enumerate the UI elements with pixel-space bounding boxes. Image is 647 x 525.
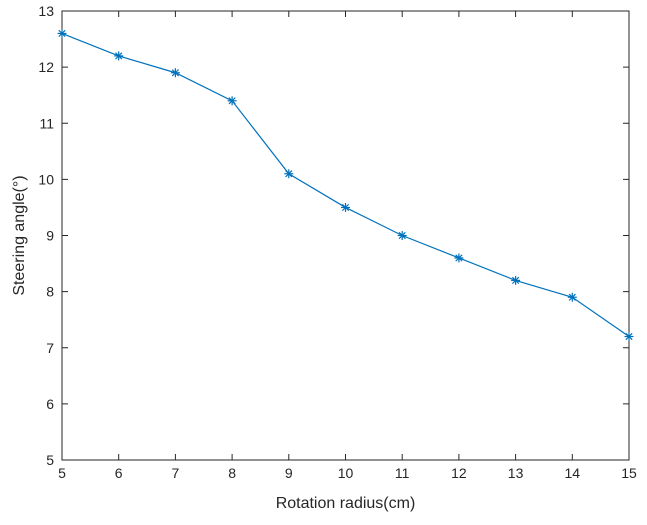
y-tick-label: 5 — [46, 452, 54, 468]
y-tick-label: 12 — [38, 59, 54, 75]
x-tick-label: 15 — [621, 465, 637, 481]
x-tick-label: 8 — [228, 465, 236, 481]
x-tick-label: 14 — [565, 465, 581, 481]
x-tick-label: 9 — [285, 465, 293, 481]
x-tick-label: 13 — [508, 465, 524, 481]
plot-area — [61, 10, 630, 461]
data-point — [397, 231, 407, 240]
data-point — [624, 332, 634, 342]
y-tick-label: 10 — [38, 171, 54, 187]
data-point — [341, 202, 350, 212]
y-tick-label: 13 — [38, 3, 54, 19]
data-point — [511, 275, 521, 285]
x-tick-label: 5 — [58, 465, 66, 481]
x-tick-label: 10 — [338, 465, 354, 481]
x-tick-label: 6 — [115, 465, 123, 481]
data-point — [170, 68, 180, 78]
data-point — [114, 51, 124, 61]
y-tick-label: 11 — [39, 115, 54, 131]
x-axis-ticks: 5 6 7 8 9 10 11 12 13 14 15 — [58, 11, 637, 481]
x-tick-label: 7 — [172, 465, 180, 481]
x-axis-label: Rotation radius(cm) — [276, 495, 416, 512]
series-layer — [57, 28, 634, 342]
y-tick-label: 6 — [46, 396, 54, 412]
data-point — [57, 28, 67, 38]
y-axis-label: Steering angle(°) — [11, 175, 28, 295]
y-tick-label: 8 — [46, 284, 54, 300]
data-point — [567, 292, 577, 302]
x-tick-label: 11 — [395, 465, 410, 481]
data-point — [227, 96, 237, 106]
data-point — [284, 169, 294, 179]
y-tick-label: 7 — [46, 340, 54, 356]
y-tick-label: 9 — [46, 228, 54, 244]
data-point — [454, 253, 464, 263]
x-tick-label: 12 — [451, 465, 467, 481]
y-axis-ticks: 5 6 7 8 9 10 11 12 13 — [38, 3, 629, 468]
